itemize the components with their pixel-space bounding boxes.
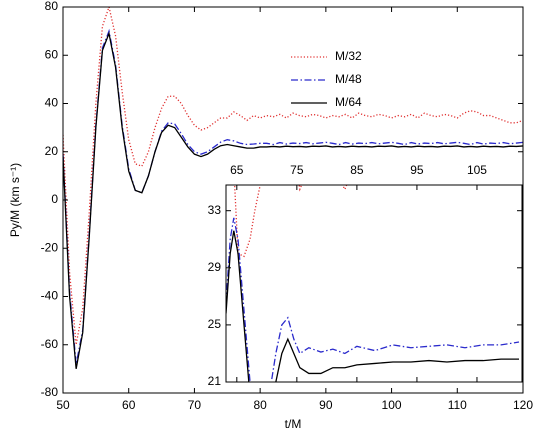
y-tick-label: 21 xyxy=(208,374,222,388)
x-tick-label: 95 xyxy=(410,163,424,177)
x-tick-label: 75 xyxy=(290,163,304,177)
x-tick-label: 80 xyxy=(253,398,267,412)
y-tick-label: -20 xyxy=(41,240,59,254)
y-tick-label: 60 xyxy=(45,47,59,61)
panel: 65 75 85 95 105 21 25 29 33 xyxy=(208,163,523,388)
y-tick-label: -80 xyxy=(41,385,59,399)
x-axis-label: t/M xyxy=(285,417,302,431)
x-tick-label: 60 xyxy=(122,398,136,412)
y-axis-label: Py/M (km s⁻¹) xyxy=(8,163,22,237)
x-tick-label: 110 xyxy=(448,398,467,412)
x-tick-label: 50 xyxy=(56,398,70,412)
x-tick-label: 100 xyxy=(382,398,402,412)
inset-bg xyxy=(226,185,522,382)
y-tick-label: 40 xyxy=(45,96,59,110)
x-tick-label: 70 xyxy=(188,398,202,412)
y-tick-label: -60 xyxy=(41,337,59,351)
series-line xyxy=(233,185,348,258)
series-line xyxy=(63,31,523,369)
series-line xyxy=(63,7,523,345)
frame xyxy=(225,184,523,383)
y-tick-label: 25 xyxy=(208,317,222,331)
x-tick-label: 65 xyxy=(230,163,244,177)
y-tick-label: 80 xyxy=(45,0,59,13)
series-line xyxy=(226,217,520,382)
legend-label: M/64 xyxy=(335,95,362,109)
y-tick-label: -40 xyxy=(41,289,59,303)
x-tick-label: 105 xyxy=(467,163,487,177)
x-tick-label: 85 xyxy=(350,163,364,177)
legend-label: M/32 xyxy=(335,49,362,63)
legend-label: M/48 xyxy=(335,72,362,86)
y-tick-label: 29 xyxy=(208,260,222,274)
x-tick-label: 90 xyxy=(319,398,333,412)
y-tick-label: 20 xyxy=(45,144,59,158)
series-line xyxy=(226,230,519,382)
panel: 50 60 70 80 90 100 110 120 -80 -60 -40 -20 0 20 40 60 80… xyxy=(8,0,533,431)
x-tick-label: 120 xyxy=(513,398,533,412)
y-tick-label: 33 xyxy=(208,203,222,217)
y-tick-label: 0 xyxy=(51,192,58,206)
